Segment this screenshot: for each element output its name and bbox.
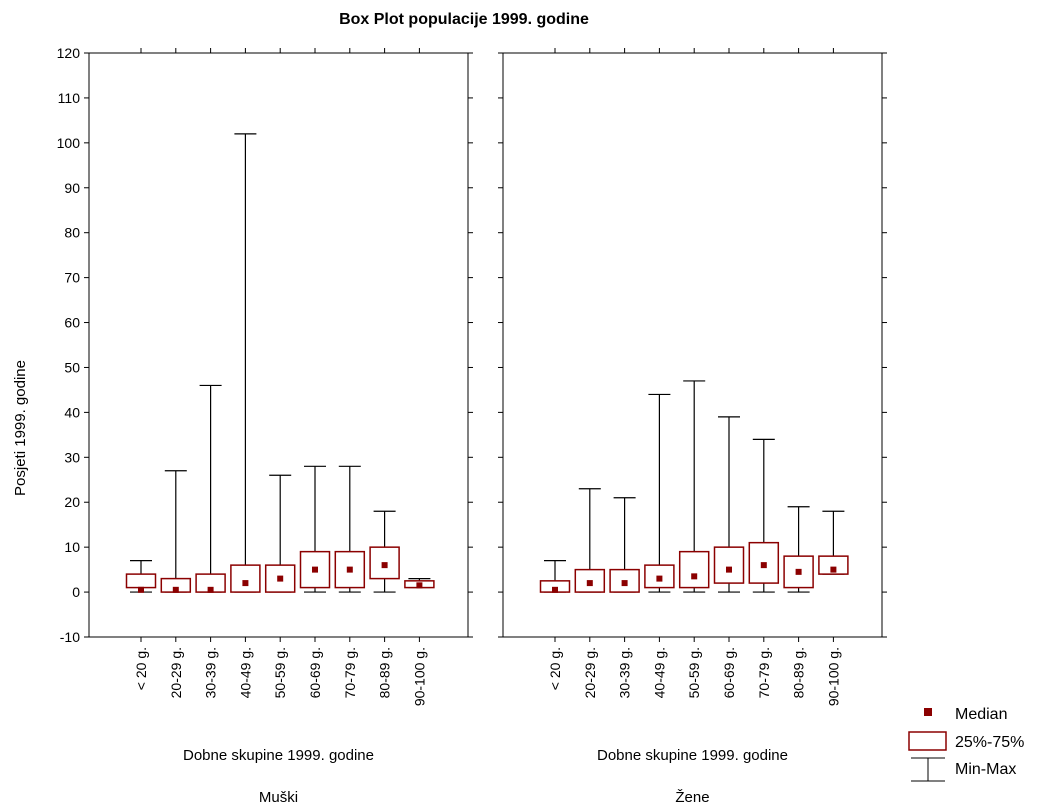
chart-title: Box Plot populacije 1999. godine bbox=[339, 11, 589, 28]
y-tick-label: -10 bbox=[60, 629, 80, 645]
median-marker bbox=[346, 566, 353, 573]
x-tick-label: 50-59 g. bbox=[272, 647, 288, 698]
x-tick-label: < 20 g. bbox=[547, 647, 563, 690]
median-marker bbox=[621, 580, 628, 587]
plot-frame bbox=[502, 52, 883, 638]
box-item bbox=[818, 510, 849, 575]
median-marker bbox=[312, 566, 318, 573]
box-item bbox=[644, 393, 675, 593]
legend-median-marker bbox=[924, 708, 932, 716]
y-tick-label: 110 bbox=[58, 90, 81, 106]
x-tick-label: 80-89 g. bbox=[791, 647, 807, 698]
median-marker bbox=[830, 566, 837, 573]
y-tick-label: 100 bbox=[57, 135, 81, 151]
median-marker bbox=[416, 582, 423, 589]
box-item bbox=[264, 474, 296, 593]
y-tick-label: 0 bbox=[72, 584, 80, 600]
box-item bbox=[160, 470, 192, 593]
median-marker bbox=[172, 586, 179, 593]
iqr-box bbox=[125, 573, 157, 589]
x-tick-label: 40-49 g. bbox=[237, 647, 253, 698]
y-tick-label: 60 bbox=[64, 315, 80, 331]
y-axis-label: Posjeti 1999. godine bbox=[12, 360, 29, 496]
y-tick-label: 80 bbox=[64, 225, 80, 241]
median-marker bbox=[760, 562, 767, 569]
median-marker bbox=[795, 568, 802, 575]
iqr-box bbox=[818, 555, 849, 575]
legend-label: 25%-75% bbox=[955, 734, 1024, 751]
median-marker bbox=[207, 586, 214, 593]
panel-1: -10 0 10 20 30 40 50 60 70 80 90 100 110 120 < 20 g. 20… bbox=[57, 45, 473, 806]
y-tick-label: 50 bbox=[64, 359, 80, 375]
chart-panels: -10 0 10 20 30 40 50 60 70 80 90 100 110 120 < 20 g. 20… bbox=[57, 45, 887, 806]
iqr-box bbox=[299, 550, 331, 589]
box-item bbox=[678, 380, 710, 593]
box-item bbox=[404, 577, 435, 589]
x-tick-label: 60-69 g. bbox=[307, 647, 323, 698]
y-tick-label: 30 bbox=[64, 449, 80, 465]
y-tick-label: 70 bbox=[64, 270, 80, 286]
median-marker bbox=[242, 580, 249, 587]
median-marker bbox=[138, 586, 144, 593]
median-marker bbox=[691, 573, 698, 580]
x-tick-label: < 20 g. bbox=[133, 647, 149, 690]
legend-label: Median bbox=[955, 706, 1007, 723]
x-axis-label: Dobne skupine 1999. godine bbox=[597, 747, 788, 764]
box-item bbox=[783, 506, 814, 593]
x-tick-label: 30-39 g. bbox=[617, 647, 633, 698]
box-item bbox=[299, 465, 331, 593]
box-item bbox=[539, 560, 571, 593]
x-tick-label: 60-69 g. bbox=[721, 647, 737, 698]
box-item bbox=[334, 465, 366, 593]
x-tick-label: 80-89 g. bbox=[377, 647, 393, 698]
box-item bbox=[369, 510, 400, 593]
box-item bbox=[609, 497, 640, 593]
panel-name: Muški bbox=[259, 789, 298, 806]
median-marker bbox=[656, 575, 663, 582]
y-tick-label: 120 bbox=[57, 45, 81, 61]
x-tick-label: 30-39 g. bbox=[203, 647, 219, 698]
chart-legend: Median 25%-75% Min-Max bbox=[908, 706, 1024, 782]
x-tick-label: 40-49 g. bbox=[651, 647, 667, 698]
median-marker bbox=[277, 575, 284, 582]
panel-name: Žene bbox=[675, 789, 709, 806]
iqr-box bbox=[713, 546, 745, 584]
y-tick-label: 10 bbox=[64, 539, 80, 555]
median-marker bbox=[726, 566, 732, 573]
x-tick-label: 50-59 g. bbox=[686, 647, 702, 698]
x-tick-label: 20-29 g. bbox=[168, 647, 184, 698]
x-axis-label: Dobne skupine 1999. godine bbox=[183, 747, 374, 764]
panel-2: < 20 g. 20-29 g. 30-39 g. 40-49 g. 50-59 g. 6… bbox=[498, 48, 887, 806]
x-tick-label: 20-29 g. bbox=[582, 647, 598, 698]
box-item bbox=[748, 438, 780, 593]
iqr-box bbox=[678, 550, 710, 589]
median-marker bbox=[586, 580, 593, 587]
box-item bbox=[713, 416, 745, 593]
x-tick-label: 90-100 g. bbox=[825, 647, 841, 706]
y-tick-label: 40 bbox=[64, 404, 80, 420]
legend-label: Min-Max bbox=[955, 761, 1016, 778]
x-tick-label: 90-100 g. bbox=[411, 647, 427, 706]
box-item bbox=[195, 384, 226, 593]
legend-box-symbol bbox=[908, 731, 947, 751]
y-tick-label: 20 bbox=[64, 494, 80, 510]
box-item bbox=[125, 560, 157, 593]
iqr-box bbox=[230, 564, 261, 593]
x-tick-label: 70-79 g. bbox=[342, 647, 358, 698]
x-tick-label: 70-79 g. bbox=[756, 647, 772, 698]
plot-frame bbox=[88, 52, 469, 638]
median-marker bbox=[552, 586, 558, 593]
median-marker bbox=[381, 562, 388, 569]
box-item bbox=[574, 488, 606, 593]
box-item bbox=[230, 133, 261, 593]
y-tick-label: 90 bbox=[64, 180, 80, 196]
